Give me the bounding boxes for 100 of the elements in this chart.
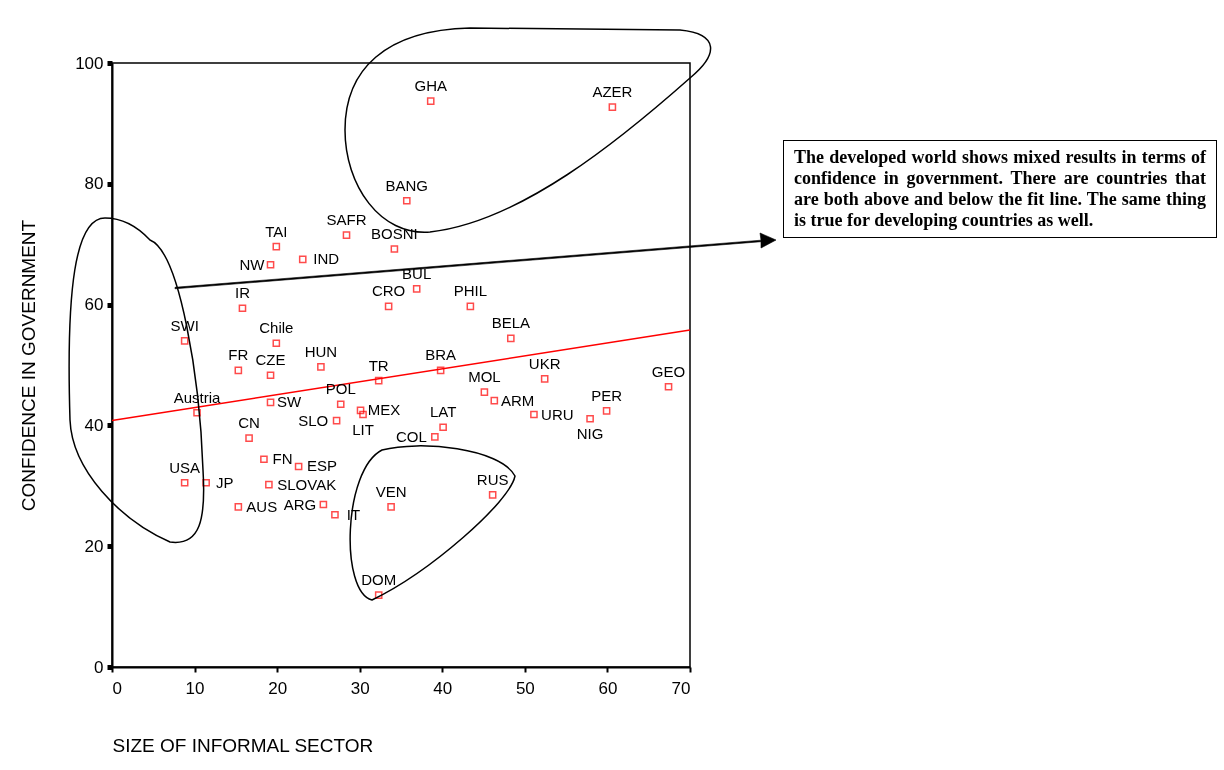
x-tick-label: 20 [268,678,288,698]
point [402,196,411,205]
x-tick-label: 70 [671,678,691,698]
series-label: LIT [352,420,374,438]
x-tick-label: 50 [515,678,535,698]
series-label: TAI [265,222,288,240]
series-label: PHIL [453,282,488,300]
point [234,366,243,375]
series-label: NIG [576,424,604,442]
y-tick-label: 80 [84,174,104,194]
series-label: USA [169,458,201,476]
series-label: CN [238,414,260,432]
series-label: LAT [429,403,457,421]
point [272,339,281,348]
point [664,382,673,391]
series-label: RUS [476,470,509,488]
y-tick-label: 100 [75,53,104,73]
point [530,410,538,419]
point [266,398,275,407]
point [260,455,268,464]
y-tick-label: 0 [94,657,104,677]
series-label: SAFR [326,211,367,229]
point [298,255,307,264]
series-label: POL [325,380,356,398]
y-tick-label: 40 [84,415,104,435]
point [586,414,594,423]
point [272,242,281,251]
series-label: SW [277,393,303,411]
y-tick-label: 20 [84,536,104,556]
series-label: COL [396,427,427,445]
point [608,103,617,111]
point [245,434,253,442]
series-label: HUN [304,342,338,360]
point [266,260,275,269]
point [412,285,421,293]
series-label: FR [228,346,249,364]
x-axis-title: SIZE OF INFORMAL SECTOR [112,734,374,756]
series-label: URU [541,405,574,423]
point [336,400,345,409]
series-label: TR [368,356,389,374]
series-label: BOSNI [371,225,418,243]
series-label: JP [215,473,234,491]
point [431,433,439,441]
series-label: ARM [501,391,535,409]
point [488,491,497,499]
point [238,304,247,313]
y-axis-title: CONFIDENCE IN GOVERNMENT [18,219,40,512]
x-tick-label: 40 [433,678,453,698]
point [342,231,351,239]
point [602,407,611,415]
point [390,245,399,253]
x-tick-label: 0 [112,678,122,698]
point [193,408,201,417]
point [374,591,383,599]
x-tick-label: 30 [350,678,370,698]
series-label: FN [272,450,293,468]
point [490,396,499,405]
series-label: DOM [361,571,397,589]
x-tick-label: 60 [598,678,618,698]
series-label: BELA [491,314,530,332]
series-label: MEX [367,401,401,419]
point [439,423,447,432]
point [319,500,328,509]
x-tick-label: 10 [185,678,205,698]
series-label: ESP [307,457,338,475]
series-label: Chile [259,319,294,337]
point [266,371,275,380]
point [356,406,365,415]
series-label: GHA [414,77,447,95]
series-label: IR [234,284,251,302]
point [540,375,549,383]
text: The developed world shows mixed results in terms of confidence in government. There are countries that are both above and below the fit line. The same thing is true for developing countries as well. [783,140,1217,238]
series-label: PER [591,386,623,404]
series-label: SLOVAK [277,475,337,493]
series-label: IND [313,250,340,268]
point [506,334,515,343]
point [426,97,435,105]
series-label: BANG [385,176,429,194]
series-label: CZE [255,351,286,369]
point [387,503,395,511]
series-label: NW [239,255,266,273]
point [374,376,383,385]
series-label: BRA [425,346,457,364]
series-label: VEN [375,482,407,500]
series-label: UKR [528,354,561,372]
series-label: AZER [592,83,633,101]
series-label: MOL [468,368,501,386]
series-label: CRO [371,282,406,300]
point [332,416,341,425]
point [180,478,189,487]
series-label: ARG [283,495,317,513]
series-label: AUS [246,497,278,515]
point [384,302,393,311]
point [436,366,445,375]
point [480,388,489,397]
point [202,478,210,487]
point [331,510,339,519]
series-label: SLO [298,411,329,429]
point [359,410,367,419]
series-label: GEO [651,362,686,380]
